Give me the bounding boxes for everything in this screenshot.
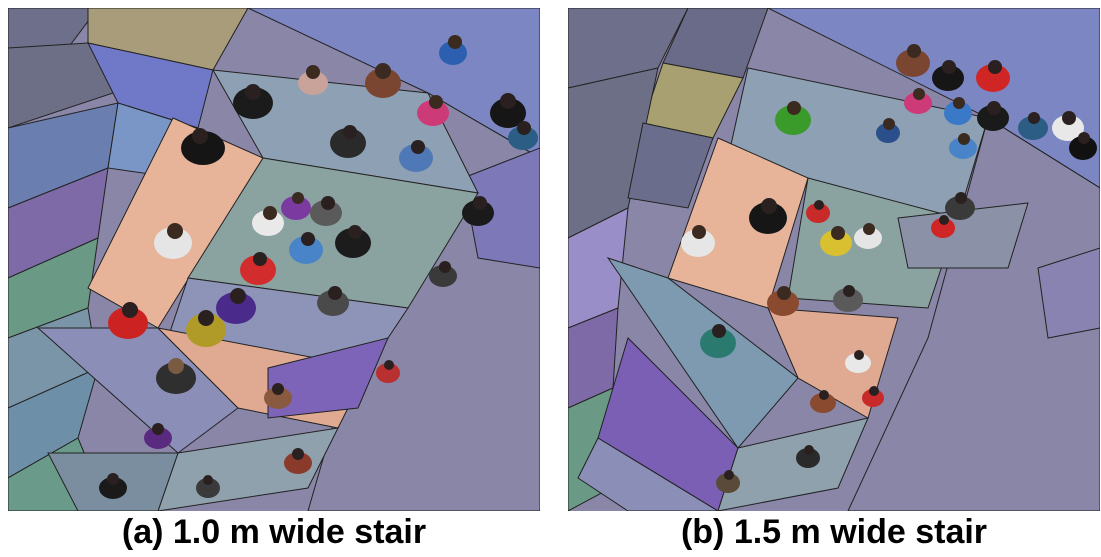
panel-a-image xyxy=(8,8,540,511)
pedestrians xyxy=(99,35,538,499)
caption-a: (a) 1.0 m wide stair xyxy=(121,513,427,551)
crowd-stair-scene-a xyxy=(8,8,540,511)
crowd-stair-scene-b xyxy=(568,8,1100,511)
caption-b: (b) 1.5 m wide stair xyxy=(680,513,988,551)
pedestrians xyxy=(681,44,1097,493)
panel-b-image xyxy=(568,8,1100,511)
